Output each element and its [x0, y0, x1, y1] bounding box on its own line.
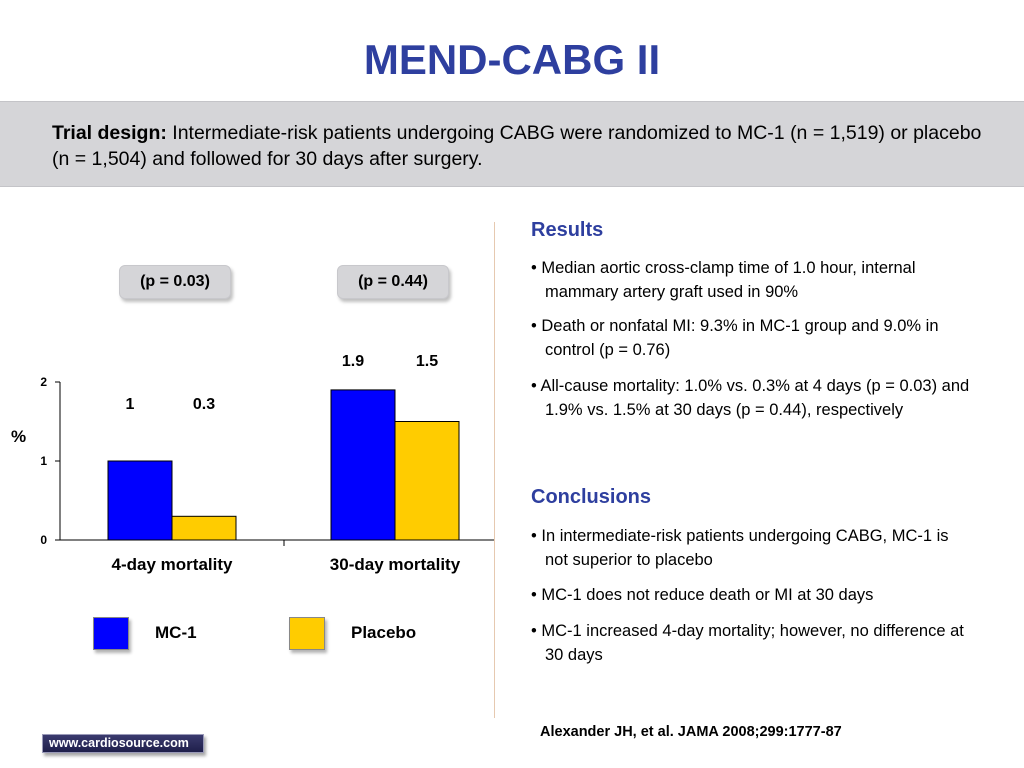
results-bullet-1: • Median aortic cross-clamp time of 1.0 … [531, 259, 916, 301]
data-label: 1.9 [342, 353, 364, 370]
y-axis-label: % [11, 427, 27, 446]
data-label: 1 [126, 396, 135, 413]
bar-mc-1-2 [330, 389, 396, 541]
trial-design-band [0, 101, 1024, 187]
conclusions-bullet-2: • MC-1 does not reduce death or MI at 30… [531, 586, 874, 604]
y-tick-label: 1 [40, 454, 47, 468]
conclusions-heading: Conclusions [531, 486, 652, 508]
conclusions-bullet-1: • In intermediate-risk patients undergoi… [531, 527, 949, 569]
data-label: 0.3 [193, 396, 215, 413]
y-tick-label: 0 [40, 533, 47, 547]
trial-design-label: Trial design: [52, 122, 167, 144]
p-value-badge-4-day: (p = 0.03) [119, 265, 231, 299]
data-label: 1.5 [416, 353, 438, 370]
trial-design-body: Intermediate-risk patients undergoing CA… [52, 122, 982, 170]
cardiosource-logo: www.cardiosource.com [42, 734, 204, 753]
slide-title: MEND-CABG II [363, 36, 661, 83]
results-heading: Results [531, 219, 604, 241]
legend-swatch-mc1 [93, 617, 129, 650]
bar-chart: 0 1 2 1 0.3 4-day mortality 1.9 1.5 30-day morta… [40, 353, 494, 574]
x-category-label: 4-day mortality [112, 555, 233, 574]
y-tick-label: 2 [40, 375, 47, 389]
bar-placebo-2 [394, 421, 460, 541]
results-bullet-2: • Death or nonfatal MI: 9.3% in MC-1 gro… [531, 317, 939, 359]
trial-design-text: Trial design: Intermediate-risk patients… [52, 120, 982, 172]
conclusions-bullet-3: • MC-1 increased 4-day mortality; howeve… [531, 622, 964, 664]
bar-mc-1-1 [107, 460, 173, 541]
results-bullet-3: • All-cause mortality: 1.0% vs. 0.3% at … [531, 377, 970, 419]
bar-placebo-1 [171, 515, 237, 541]
column-divider [494, 222, 495, 718]
p-value-badge-30-day: (p = 0.44) [337, 265, 449, 299]
legend-label-placebo: Placebo [351, 623, 417, 642]
citation: Alexander JH, et al. JAMA 2008;299:1777-… [540, 724, 842, 740]
x-category-label: 30-day mortality [330, 555, 461, 574]
legend-label-mc1: MC-1 [155, 623, 197, 642]
legend-swatch-placebo [289, 617, 325, 650]
